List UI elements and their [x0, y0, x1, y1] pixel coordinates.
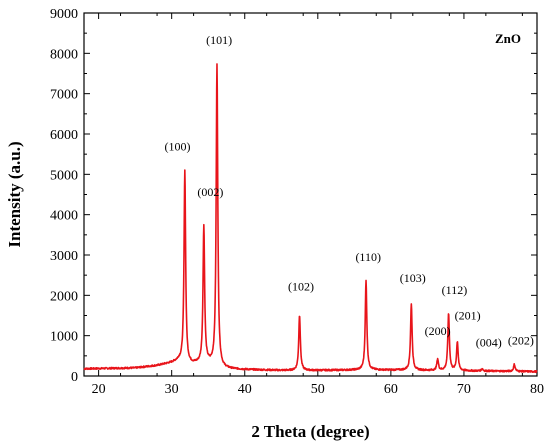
- x-tick-label: 70: [457, 382, 471, 397]
- y-tick-label: 6000: [50, 128, 78, 143]
- y-tick-label: 3000: [50, 249, 78, 264]
- peak-labels: (100) (002) (101) (102) (110) (103) (200) (112)…: [165, 33, 534, 350]
- x-tick-label: 40: [238, 382, 252, 397]
- y-tick-label: 4000: [50, 209, 78, 224]
- x-tick-label: 80: [530, 382, 544, 397]
- peak-label: (101): [206, 33, 232, 47]
- series-line-zno: [83, 63, 538, 374]
- y-tick-label: 9000: [50, 7, 78, 22]
- x-tick-label: 50: [311, 382, 325, 397]
- y-tick-label: 7000: [50, 88, 78, 103]
- x-axis-title: 2 Theta (degree): [251, 422, 369, 441]
- y-tick-label: 0: [71, 370, 78, 385]
- y-axis-title: Intensity (a.u.): [5, 141, 24, 247]
- peak-label: (201): [455, 309, 481, 323]
- peak-label: (200): [425, 324, 451, 338]
- peak-label: (103): [400, 271, 426, 285]
- x-tick-label: 30: [165, 382, 179, 397]
- y-tick-label: 5000: [50, 168, 78, 183]
- y-tick-label: 2000: [50, 289, 78, 304]
- peak-label: (002): [197, 185, 223, 199]
- peak-label: (100): [165, 139, 191, 153]
- peak-label: (202): [508, 333, 534, 347]
- y-tick-label: 1000: [50, 330, 78, 345]
- peak-label: (102): [288, 280, 314, 294]
- y-tick-label: 8000: [50, 47, 78, 62]
- peak-label: (112): [442, 283, 468, 297]
- peak-label: (004): [476, 336, 502, 350]
- legend-label: ZnO: [495, 31, 521, 46]
- series-layer: [83, 63, 538, 374]
- x-tick-label: 60: [384, 382, 398, 397]
- x-tick-label: 20: [92, 382, 106, 397]
- peak-label: (110): [355, 250, 381, 264]
- axes-layer: 20 30 40 50 60 70 80 0 1000 2000 3000 4000 5000 6000 7…: [50, 7, 544, 397]
